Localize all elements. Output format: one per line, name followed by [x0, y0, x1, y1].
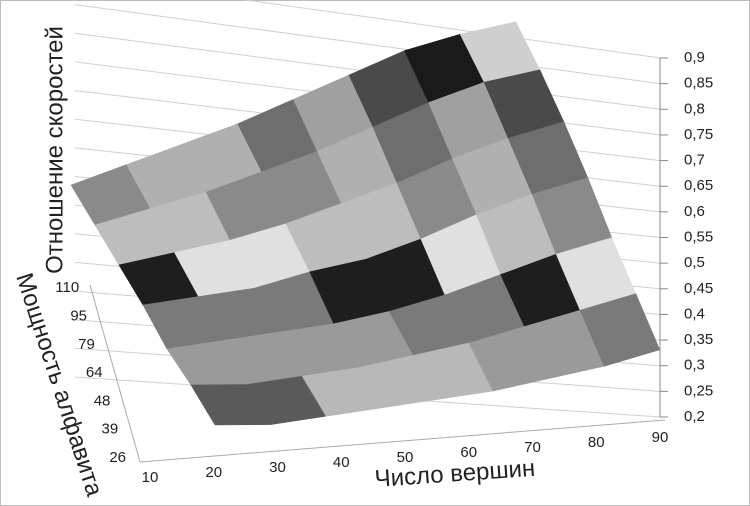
x-tick-label: 80 [588, 434, 605, 451]
y-tick-label: 39 [102, 421, 119, 438]
z-tick-label: 0,85 [684, 75, 713, 92]
x-tick-label: 90 [652, 429, 669, 446]
z-tick-label: 0,5 [684, 254, 705, 271]
z-tick-label: 0,35 [684, 331, 713, 348]
z-tick-label: 0,6 [684, 203, 705, 220]
x-tick-label: 20 [205, 464, 222, 481]
z-tick-label: 0,55 [684, 228, 713, 245]
y-tick-label: 95 [70, 307, 87, 324]
surface-cell [579, 293, 661, 367]
y-tick-label: 79 [78, 336, 95, 353]
grid-line [242, 0, 661, 59]
y-tick-label: 48 [94, 392, 111, 409]
x-tick-label: 60 [460, 444, 477, 461]
x-tick-label: 40 [333, 454, 350, 471]
z-tick-label: 0,45 [684, 280, 713, 297]
y-tick-label: 26 [109, 449, 126, 466]
z-tick-label: 0,65 [684, 177, 713, 194]
z-tick-label: 0,25 [684, 382, 713, 399]
x-tick-label: 30 [269, 459, 286, 476]
grid-line [74, 4, 661, 85]
x-axis [139, 419, 666, 463]
x-tick-label: 70 [524, 439, 541, 456]
z-tick-label: 0,75 [684, 126, 713, 143]
z-tick-label: 0,4 [684, 305, 705, 322]
y-tick-label: 110 [55, 279, 79, 296]
y-axis [89, 284, 141, 463]
z-axis-title: Отношение скоростей [41, 26, 68, 274]
z-tick-label: 0,7 [684, 152, 705, 169]
y-tick-label: 64 [86, 364, 103, 381]
z-tick-label: 0,9 [684, 49, 705, 66]
z-tick-label: 0,2 [684, 408, 705, 425]
z-tick-label: 0,3 [684, 357, 705, 374]
x-tick-label: 10 [142, 469, 159, 486]
z-tick-label: 0,8 [684, 100, 705, 117]
x-tick-label: 50 [397, 449, 414, 466]
